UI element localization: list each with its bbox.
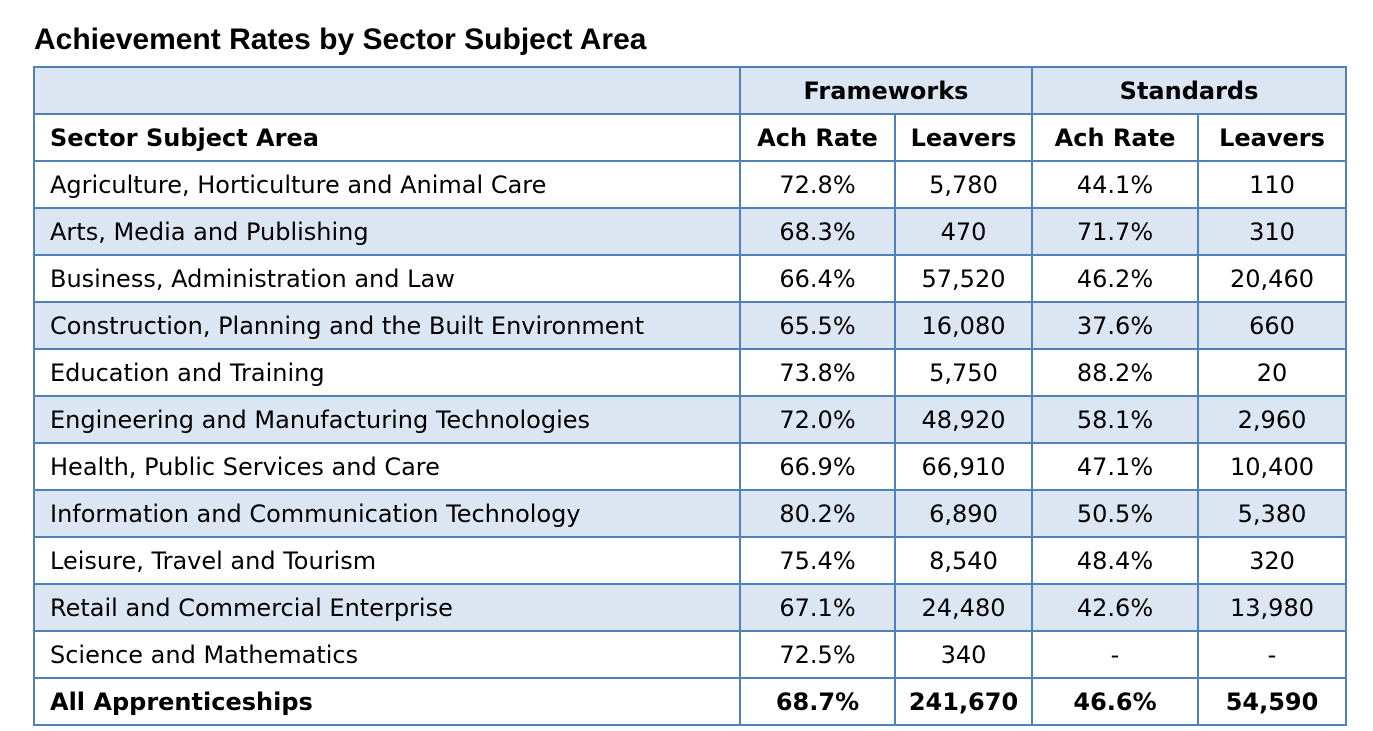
column-header-frameworks-ach-rate: Ach Rate bbox=[739, 113, 896, 162]
standards-leavers-cell: - bbox=[1197, 630, 1348, 679]
frameworks-leavers-cell: 5,780 bbox=[893, 160, 1034, 209]
frameworks-leavers-cell: 8,540 bbox=[893, 536, 1034, 585]
total-label-cell: All Apprenticeships bbox=[33, 677, 741, 726]
frameworks-leavers-cell: 48,920 bbox=[893, 395, 1034, 444]
column-group-blank bbox=[33, 66, 741, 115]
frameworks-ach-rate-cell: 66.9% bbox=[739, 442, 896, 491]
frameworks-ach-rate-cell: 66.4% bbox=[739, 254, 896, 303]
column-header-frameworks-leavers: Leavers bbox=[893, 113, 1034, 162]
standards-ach-rate-cell: 50.5% bbox=[1031, 489, 1200, 538]
frameworks-ach-rate-cell: 72.0% bbox=[739, 395, 896, 444]
total-frameworks-leavers-cell: 241,670 bbox=[893, 677, 1034, 726]
sector-name-cell: Engineering and Manufacturing Technologi… bbox=[33, 395, 741, 444]
sector-name-cell: Information and Communication Technology bbox=[33, 489, 741, 538]
standards-leavers-cell: 310 bbox=[1197, 207, 1348, 256]
table-row: Science and Mathematics 72.5% 340- - bbox=[33, 630, 1348, 679]
sector-name-cell: Education and Training bbox=[33, 348, 741, 397]
standards-leavers-cell: 13,980 bbox=[1197, 583, 1348, 632]
frameworks-leavers-cell: 6,890 bbox=[893, 489, 1034, 538]
sector-name-cell: Health, Public Services and Care bbox=[33, 442, 741, 491]
sector-name-cell: Construction, Planning and the Built Env… bbox=[33, 301, 741, 350]
frameworks-leavers-cell: 340 bbox=[893, 630, 1034, 679]
table-row: Health, Public Services and Care 66.9% 66,… bbox=[33, 442, 1348, 491]
sector-name-cell: Business, Administration and Law bbox=[33, 254, 741, 303]
sector-name-cell: Agriculture, Horticulture and Animal Car… bbox=[33, 160, 741, 209]
standards-ach-rate-cell: 46.2% bbox=[1031, 254, 1200, 303]
standards-leavers-cell: 20 bbox=[1197, 348, 1348, 397]
frameworks-leavers-cell: 5,750 bbox=[893, 348, 1034, 397]
standards-leavers-cell: 10,400 bbox=[1197, 442, 1348, 491]
frameworks-ach-rate-cell: 67.1% bbox=[739, 583, 896, 632]
standards-ach-rate-cell: 47.1% bbox=[1031, 442, 1200, 491]
standards-leavers-cell: 20,460 bbox=[1197, 254, 1348, 303]
standards-ach-rate-cell: 48.4% bbox=[1031, 536, 1200, 585]
sector-name-cell: Arts, Media and Publishing bbox=[33, 207, 741, 256]
standards-ach-rate-cell: 71.7% bbox=[1031, 207, 1200, 256]
standards-ach-rate-cell: 44.1% bbox=[1031, 160, 1200, 209]
table-row: Arts, Media and Publishing 68.3% 470 71.7% 3… bbox=[33, 207, 1348, 256]
sector-name-cell: Science and Mathematics bbox=[33, 630, 741, 679]
sector-name-cell: Leisure, Travel and Tourism bbox=[33, 536, 741, 585]
column-group-standards: Standards bbox=[1031, 66, 1348, 115]
table-row: Construction, Planning and the Built Env… bbox=[33, 301, 1348, 350]
sector-name-cell: Retail and Commercial Enterprise bbox=[33, 583, 741, 632]
table-row: Business, Administration and Law 66.4% 57,… bbox=[33, 254, 1348, 303]
table-row: Retail and Commercial Enterprise 67.1% 24,… bbox=[33, 583, 1348, 632]
frameworks-ach-rate-cell: 65.5% bbox=[739, 301, 896, 350]
standards-leavers-cell: 2,960 bbox=[1197, 395, 1348, 444]
total-frameworks-ach-rate-cell: 68.7% bbox=[739, 677, 896, 726]
standards-ach-rate-cell: 88.2% bbox=[1031, 348, 1200, 397]
frameworks-leavers-cell: 16,080 bbox=[893, 301, 1034, 350]
column-group-header-row: Frameworks Standards bbox=[33, 66, 1348, 115]
total-standards-leavers-cell: 54,590 bbox=[1197, 677, 1348, 726]
table-row: Engineering and Manufacturing Technologi… bbox=[33, 395, 1348, 444]
frameworks-ach-rate-cell: 72.8% bbox=[739, 160, 896, 209]
column-header-standards-leavers: Leavers bbox=[1197, 113, 1348, 162]
frameworks-ach-rate-cell: 68.3% bbox=[739, 207, 896, 256]
column-header-standards-ach-rate: Ach Rate bbox=[1031, 113, 1200, 162]
column-group-frameworks: Frameworks bbox=[738, 66, 1034, 115]
frameworks-leavers-cell: 24,480 bbox=[893, 583, 1034, 632]
standards-leavers-cell: 320 bbox=[1197, 536, 1348, 585]
table-row: Leisure, Travel and Tourism 75.4% 8,540 48.… bbox=[33, 536, 1348, 585]
table-row: Agriculture, Horticulture and Animal Car… bbox=[33, 160, 1348, 209]
page-title: Achievement Rates by Sector Subject Area bbox=[34, 23, 647, 56]
frameworks-ach-rate-cell: 75.4% bbox=[739, 536, 896, 585]
standards-ach-rate-cell: - bbox=[1031, 630, 1200, 679]
frameworks-leavers-cell: 57,520 bbox=[893, 254, 1034, 303]
table-row: Education and Training 73.8% 5,750 88.2% 20 bbox=[33, 348, 1348, 397]
standards-leavers-cell: 110 bbox=[1197, 160, 1348, 209]
table-body: Agriculture, Horticulture and Animal Car… bbox=[33, 160, 1348, 679]
frameworks-ach-rate-cell: 73.8% bbox=[739, 348, 896, 397]
achievement-table: Frameworks Standards Sector Subject Area… bbox=[33, 66, 1348, 726]
column-header-row: Sector Subject Area Ach Rate Leavers Ach… bbox=[33, 113, 1348, 162]
standards-leavers-cell: 660 bbox=[1197, 301, 1348, 350]
table-row: Information and Communication Technology… bbox=[33, 489, 1348, 538]
column-header-sector: Sector Subject Area bbox=[33, 113, 741, 162]
standards-leavers-cell: 5,380 bbox=[1197, 489, 1348, 538]
total-row: All Apprenticeships 68.7% 241,670 46.6% … bbox=[33, 677, 1348, 726]
frameworks-ach-rate-cell: 80.2% bbox=[739, 489, 896, 538]
frameworks-ach-rate-cell: 72.5% bbox=[739, 630, 896, 679]
standards-ach-rate-cell: 37.6% bbox=[1031, 301, 1200, 350]
frameworks-leavers-cell: 470 bbox=[893, 207, 1034, 256]
standards-ach-rate-cell: 58.1% bbox=[1031, 395, 1200, 444]
total-standards-ach-rate-cell: 46.6% bbox=[1031, 677, 1200, 726]
frameworks-leavers-cell: 66,910 bbox=[893, 442, 1034, 491]
standards-ach-rate-cell: 42.6% bbox=[1031, 583, 1200, 632]
